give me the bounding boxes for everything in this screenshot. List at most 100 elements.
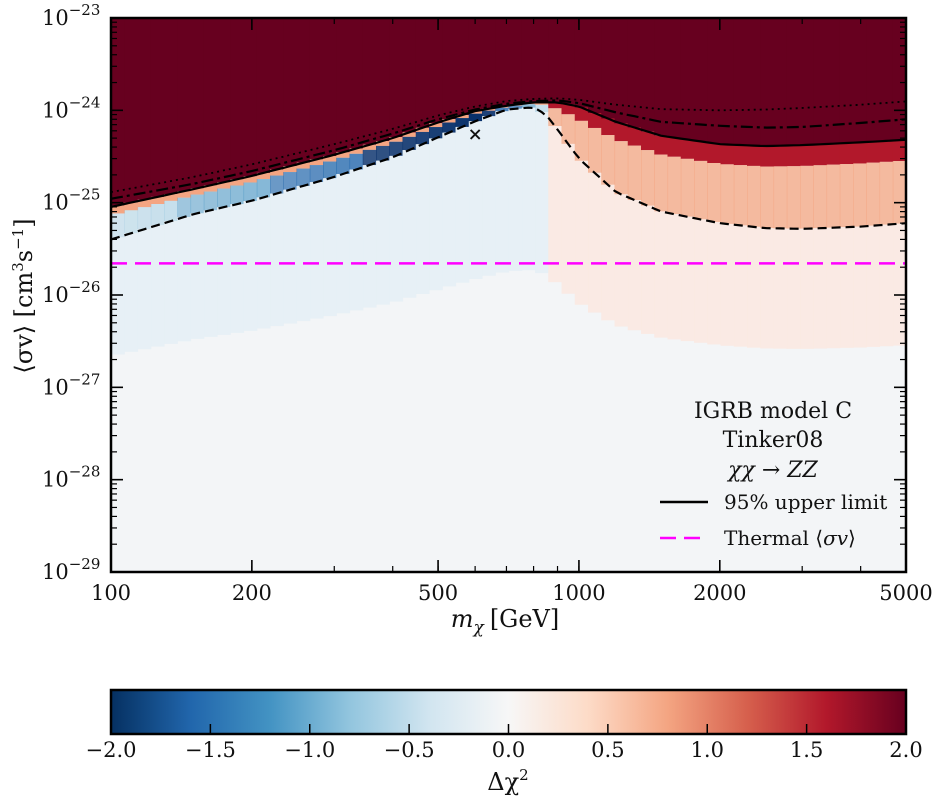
heatmap-cell-edge <box>362 144 377 150</box>
heatmap-cell-edge <box>150 196 165 204</box>
heatmap-cell-edge <box>826 143 841 165</box>
heatmap-cell-excluded <box>296 18 311 163</box>
heatmap-cell-fade <box>429 138 443 291</box>
heatmap-cell-edge <box>707 143 722 163</box>
heatmap-cell-excluded <box>243 18 258 177</box>
heatmap-cell-fade <box>296 185 311 322</box>
heatmap-cell-excluded <box>548 18 563 103</box>
heatmap-cell-excluded <box>376 18 390 142</box>
heatmap-cell-band <box>256 179 271 198</box>
heatmap-cell-edge <box>601 118 616 136</box>
heatmap-cell-edge <box>230 179 245 186</box>
heatmap-cell-fade <box>415 144 430 294</box>
heatmap-cell-excluded <box>455 18 470 116</box>
heatmap-cell-band <box>561 114 576 144</box>
heatmap-cell-band <box>296 168 311 186</box>
heatmap-cell-band <box>283 172 298 190</box>
heatmap-cell-edge <box>654 135 669 155</box>
heatmap-cell-edge <box>402 132 417 137</box>
colorbar-tick-label: 0.0 <box>492 738 525 762</box>
heatmap-cell-edge <box>296 162 311 169</box>
colorbar-ticks: −2.0 −1.5 −1.0 −0.5 0.0 0.5 1.0 1.5 2.0 <box>86 724 923 762</box>
heatmap-cell-band <box>323 161 337 179</box>
heatmap-cell-edge <box>720 144 735 165</box>
heatmap-cell-band <box>482 110 496 117</box>
heatmap-cell-edge <box>177 191 192 198</box>
y-axis-ticks: 10−29 10−28 10−27 10−26 10−25 10−24 10−23 <box>42 1 906 584</box>
colorbar-label: Δχ2 <box>487 766 528 796</box>
heatmap-cell-excluded <box>256 18 271 173</box>
heatmap-cell-edge <box>111 205 125 214</box>
heatmap-cell-band <box>826 164 841 228</box>
heatmap-cell-band <box>270 175 284 194</box>
heatmap-cell-edge <box>415 127 430 132</box>
heatmap-cell-band <box>349 153 364 170</box>
heatmap-cell-band <box>667 156 682 215</box>
heatmap-cell-band <box>455 118 470 127</box>
heatmap-cell-edge <box>892 140 906 162</box>
heatmap-cell-band <box>601 135 616 185</box>
heatmap-cell-excluded <box>641 18 655 132</box>
heatmap-cell-edge <box>839 143 854 165</box>
heatmap-cell-excluded <box>124 18 139 203</box>
heatmap-cell-edge <box>866 141 881 163</box>
heatmap-cell-excluded <box>309 18 324 160</box>
heatmap-cell-edge <box>733 145 748 166</box>
heatmap-cell-fade <box>402 150 417 298</box>
heatmap-cell-band <box>627 145 642 201</box>
heatmap-cell-edge <box>548 102 563 109</box>
heatmap-cell-fade <box>362 165 377 308</box>
heatmap-cell-excluded <box>733 18 748 146</box>
x-tick-label: 2000 <box>693 581 746 605</box>
heatmap-cell-excluded <box>362 18 377 145</box>
heatmap-cell-band <box>190 194 205 214</box>
heatmap-cell-edge <box>574 107 589 121</box>
heatmap-cell-excluded <box>349 18 364 149</box>
heatmap-cell-fade <box>190 213 205 339</box>
heatmap-cell-band <box>641 150 655 206</box>
heatmap-cell-band <box>588 127 602 173</box>
heatmap-cell-fade <box>853 226 867 348</box>
heatmap-cell-band <box>203 191 218 211</box>
y-axis-label-exp2: −1 <box>9 228 27 250</box>
heatmap-cell-excluded <box>508 18 523 105</box>
heatmap-cell-band <box>839 164 854 228</box>
heatmap-cell-fade <box>548 126 563 283</box>
heatmap-cell-band <box>177 197 192 218</box>
heatmap-cell-fade <box>150 225 165 347</box>
heatmap-cell-edge <box>455 115 470 119</box>
heatmap-cell-band <box>866 162 881 226</box>
heatmap-cell-edge <box>588 113 602 128</box>
heatmap-columns <box>111 18 906 355</box>
heatmap-cell-band <box>892 161 906 224</box>
heatmap-cell-fade <box>800 228 814 349</box>
heatmap-cell-fade <box>389 155 404 302</box>
heatmap-cell-fade <box>813 228 828 349</box>
heatmap-cell-fade <box>137 229 152 350</box>
heatmap-cell-edge <box>124 202 139 211</box>
heatmap-cell-band <box>786 166 801 229</box>
heatmap-cell-excluded <box>429 18 443 124</box>
heatmap-cell-excluded <box>230 18 245 180</box>
heatmap-cell-excluded <box>495 18 510 107</box>
heatmap-cell-fade <box>879 224 894 347</box>
heatmap-cell-excluded <box>442 18 457 120</box>
y-tick-label: 10−25 <box>42 186 100 215</box>
heatmap-cell-fade <box>733 225 748 347</box>
heatmap-cell-band <box>614 141 629 195</box>
heatmap-cell-edge <box>283 166 298 173</box>
heatmap-cell-fade <box>627 200 642 331</box>
heatmap-cell-edge <box>535 102 549 105</box>
heatmap-cell-band <box>720 164 735 224</box>
colorbar-tick-label: −1.5 <box>185 738 236 762</box>
heatmap-cell-band <box>574 120 589 161</box>
heatmap-cell-band <box>508 105 523 109</box>
heatmap-cell-band <box>230 185 245 205</box>
heatmap-cell-band <box>150 203 165 226</box>
heatmap-cell-excluded <box>190 18 205 189</box>
heatmap-cell-band <box>747 165 761 227</box>
y-tick-label: 10−26 <box>42 278 100 307</box>
colorbar-tick-label: −1.0 <box>284 738 335 762</box>
limit-curves <box>111 97 906 241</box>
heatmap-cell-band <box>429 127 443 139</box>
